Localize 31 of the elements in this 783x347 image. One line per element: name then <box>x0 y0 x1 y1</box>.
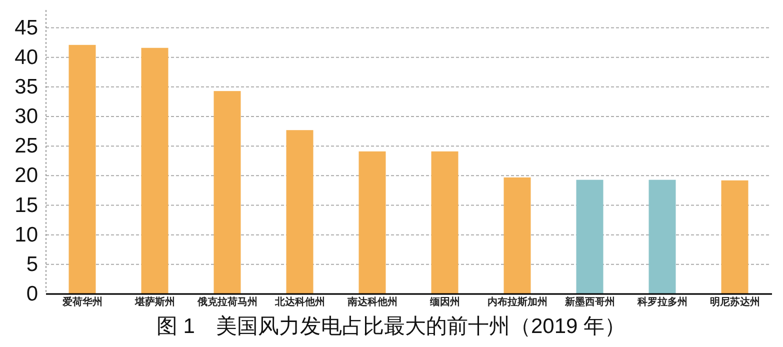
y-tick-label: 10 <box>14 223 38 246</box>
x-tick-label: 科罗拉多州 <box>636 296 688 308</box>
y-tick-label: 40 <box>14 46 38 69</box>
y-tick-label: 5 <box>26 252 38 276</box>
y-tick-label: 20 <box>14 164 38 188</box>
bar <box>576 180 604 294</box>
y-tick-label: 45 <box>14 16 38 40</box>
y-tick-label: 25 <box>14 134 38 158</box>
y-tick-label: 0 <box>26 282 38 306</box>
x-tick-label: 堪萨斯州 <box>134 296 175 308</box>
bar <box>214 91 241 294</box>
bar <box>648 180 676 294</box>
y-tick-label: 15 <box>14 194 38 217</box>
x-tick-label: 爱荷华州 <box>61 296 102 308</box>
bar <box>431 151 458 294</box>
x-tick-label: 俄克拉荷马州 <box>196 296 258 308</box>
bar <box>68 44 96 294</box>
y-tick-label: 35 <box>14 75 38 98</box>
x-tick-label: 缅因州 <box>428 296 460 308</box>
y-tick-label: 30 <box>14 105 38 128</box>
x-tick-label: 南达科他州 <box>346 296 398 308</box>
bar <box>721 180 748 294</box>
bar <box>286 130 314 294</box>
text: 图 1 美国风力发电占比最大的前十州（2019 年） <box>156 315 626 338</box>
bar <box>141 48 168 294</box>
x-tick-label: 内布拉斯加州 <box>487 296 548 308</box>
x-tick-label: 新墨西哥州 <box>564 296 615 308</box>
bar <box>358 151 386 294</box>
bar <box>504 177 531 294</box>
x-tick-label: 明尼苏达州 <box>710 296 760 308</box>
x-tick-label: 北达科他州 <box>274 296 325 308</box>
